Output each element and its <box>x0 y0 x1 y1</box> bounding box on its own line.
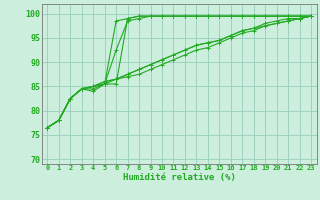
X-axis label: Humidité relative (%): Humidité relative (%) <box>123 173 236 182</box>
